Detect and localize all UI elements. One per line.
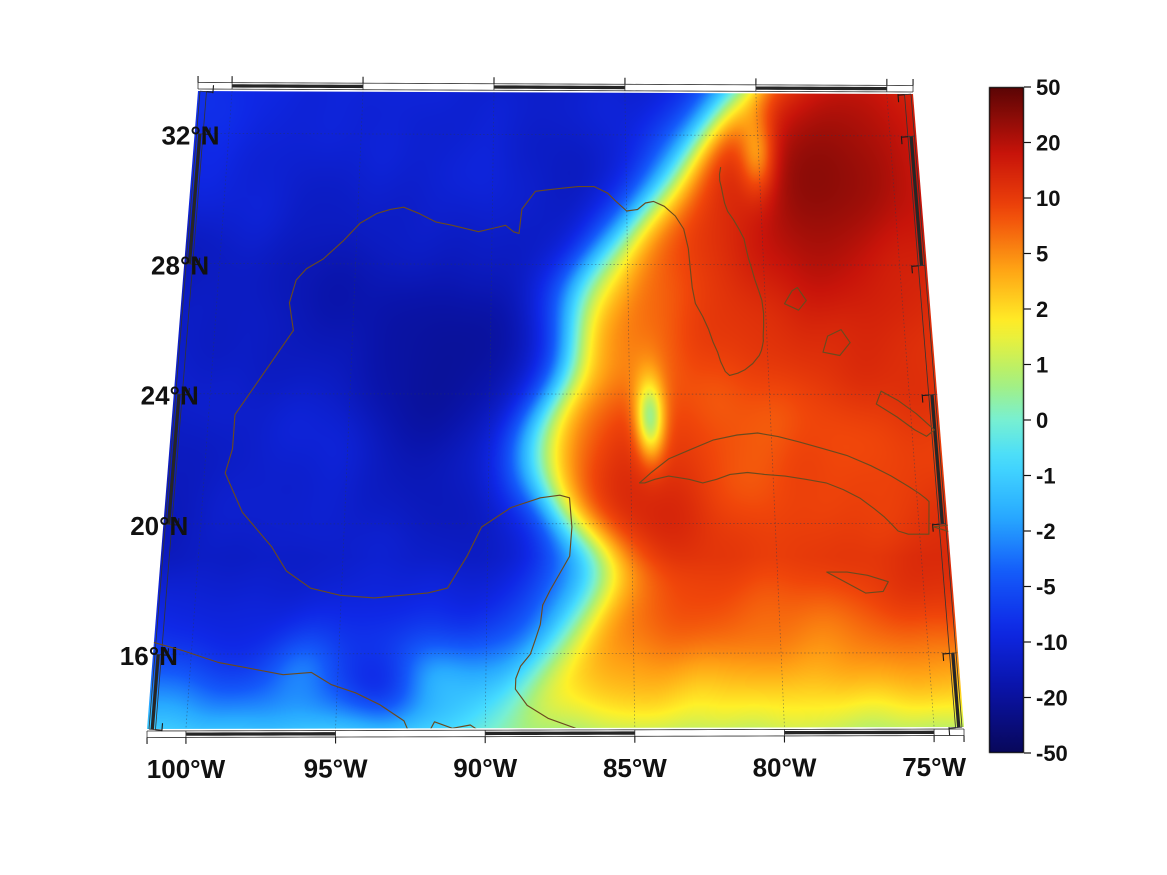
svg-text:2: 2 [1036,297,1048,322]
svg-text:28°N: 28°N [151,251,209,281]
svg-text:-5: -5 [1036,575,1056,600]
svg-text:20°N: 20°N [130,511,188,541]
svg-text:5: 5 [1036,242,1048,267]
svg-text:90°W: 90°W [453,753,517,783]
svg-text:-1: -1 [1036,464,1056,489]
svg-text:-20: -20 [1036,686,1068,711]
svg-text:-10: -10 [1036,630,1068,655]
svg-text:85°W: 85°W [603,753,667,783]
svg-text:95°W: 95°W [304,754,368,784]
svg-text:10: 10 [1036,186,1060,211]
svg-text:1: 1 [1036,353,1048,378]
svg-text:80°W: 80°W [753,752,817,782]
svg-text:50: 50 [1036,75,1060,100]
svg-text:100°W: 100°W [147,754,226,784]
svg-text:75°W: 75°W [902,752,966,782]
svg-text:20: 20 [1036,131,1060,156]
svg-text:-2: -2 [1036,519,1056,544]
svg-text:24°N: 24°N [141,381,199,411]
svg-text:32°N: 32°N [161,120,219,150]
svg-text:-50: -50 [1036,741,1068,766]
svg-text:16°N: 16°N [120,641,178,671]
svg-text:0: 0 [1036,408,1048,433]
